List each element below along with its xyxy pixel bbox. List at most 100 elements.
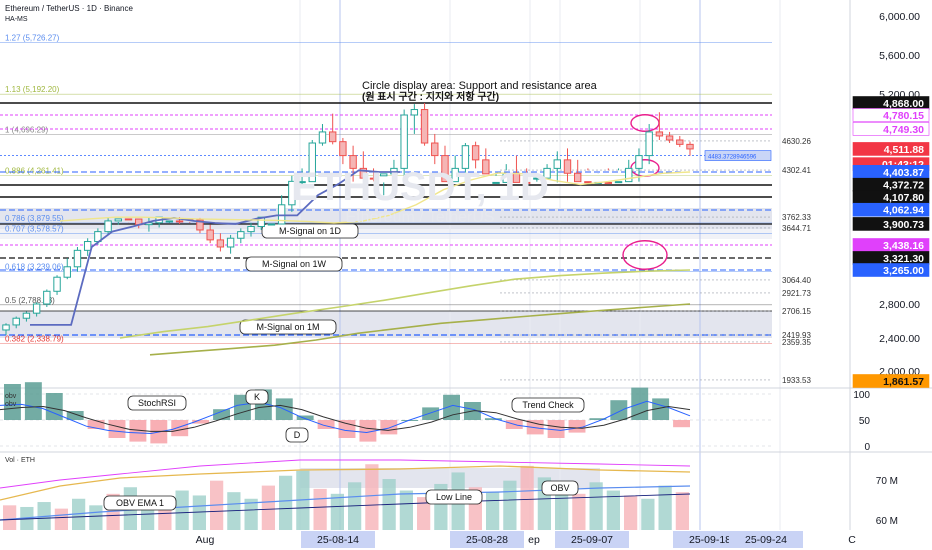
candle-59	[604, 168, 613, 184]
candle-body	[175, 220, 184, 223]
callout-trend-check-box	[511, 397, 585, 413]
price-tag-0: 4,868.00	[852, 96, 930, 110]
candle-35	[359, 151, 368, 179]
header-symbol[interactable]: Ethereum / TetherUS · 1D · Binance	[5, 4, 133, 13]
candle-45	[461, 143, 470, 182]
time-axis[interactable]: Aug 25-08-14 25-08-28 ep 25-09-07 25-09-18 25-…	[0, 531, 932, 550]
osc-legend-2: obv	[5, 401, 17, 408]
osc-hist-14	[296, 415, 314, 420]
candle-3	[32, 302, 41, 317]
osc-hist-27	[568, 420, 586, 433]
fib-label-0: 1.27 (5,726.27)	[5, 34, 60, 43]
candle-65	[665, 131, 674, 144]
candle-body	[318, 131, 327, 144]
vol-bar-33	[572, 493, 586, 530]
price-tag-6: 4,372.72	[852, 177, 930, 192]
sr-circle-1	[630, 159, 660, 177]
vol-bar-19	[330, 493, 344, 530]
candle-body	[63, 266, 71, 278]
header-indicator[interactable]: HA-MS	[5, 16, 28, 23]
current-price-text: 4483.3728946596	[708, 155, 757, 161]
candle-body	[298, 181, 306, 184]
volume-pane: Vol · ETH OBV EMA 1 Low Line OBV	[0, 457, 691, 530]
x-label-1: 25-08-14	[317, 534, 359, 546]
candle-66	[676, 135, 684, 148]
callout-low-line-text: Low Line	[436, 492, 472, 502]
candle-body	[604, 181, 613, 184]
candle-body	[267, 223, 276, 226]
low-line	[0, 485, 691, 521]
candle-body	[206, 229, 214, 241]
price-tag-8: 4,062.94	[852, 202, 930, 217]
candle-body	[492, 181, 500, 184]
level-label-2: 3762.33	[782, 213, 811, 222]
candle-body	[553, 159, 561, 169]
osc-legend: obv	[5, 393, 17, 400]
callout-d-box	[285, 427, 309, 443]
price-tag-text: 3,438.16	[883, 240, 924, 252]
watermark-name: Ethereum / TetherUS	[345, 209, 494, 226]
osc-hist-17	[359, 420, 377, 442]
osc-hist-23	[484, 418, 502, 420]
callout-k: K	[245, 389, 269, 405]
candle-body	[196, 219, 204, 231]
callout-m-signal-1d-text: M-Signal on 1D	[279, 226, 342, 236]
sr-circle-2	[622, 240, 668, 270]
m-signal-lines	[30, 169, 691, 356]
vol-tick-0: 70 M	[876, 476, 898, 487]
callout-m-signal-1w-text: M-Signal on 1W	[262, 259, 327, 269]
vol-tick-1: 60 M	[876, 516, 898, 527]
candle-1	[12, 316, 20, 329]
vol-bar-34	[589, 482, 603, 530]
price-tag-bg	[852, 217, 930, 231]
callout-obv-ema-box	[103, 495, 177, 511]
candle-body	[22, 312, 31, 319]
candle-16	[165, 220, 174, 223]
price-axis[interactable]: 6,000.005,600.005,200.002,800.002,400.00…	[772, 0, 932, 550]
vol-bar-29	[503, 480, 517, 530]
price-tag-text: 3,265.00	[883, 265, 924, 277]
candle-body	[482, 159, 490, 175]
price-tag-10: 3,438.16	[852, 238, 930, 252]
candle-body	[574, 172, 582, 183]
level-label-8: 2359.35	[782, 338, 811, 347]
x-label-bg-6	[729, 531, 803, 548]
candle-42	[431, 133, 439, 165]
vol-bar-15	[261, 485, 275, 530]
candle-39	[400, 109, 408, 182]
band-light	[0, 229, 772, 239]
price-tag-bg	[852, 122, 930, 136]
candle-55	[563, 148, 572, 182]
candle-body	[625, 167, 633, 183]
level-label-1: 4302.41	[782, 166, 811, 175]
callout-obv: OBV	[541, 480, 579, 496]
candle-body	[686, 143, 694, 150]
candle-body	[563, 159, 572, 174]
candle-41	[420, 103, 429, 146]
callout-low-line-box	[425, 489, 483, 505]
candle-body	[216, 239, 225, 248]
candle-body	[410, 109, 419, 116]
candle-37	[380, 173, 388, 196]
stoch-d-line	[0, 404, 691, 432]
x-label-0: Aug	[196, 534, 215, 546]
m-signal-1w-line	[119, 269, 691, 339]
candle-body	[380, 173, 388, 177]
vol-bar-0	[3, 505, 17, 530]
candle-27	[277, 195, 286, 225]
vol-bar-36	[624, 495, 638, 530]
vol-bar-32	[555, 488, 569, 530]
vol-bar-16	[279, 475, 293, 530]
obv-ema-line	[0, 459, 691, 489]
callout-d: D	[285, 427, 309, 443]
osc-hist-18	[380, 420, 398, 435]
callout-obv-text: OBV	[550, 483, 569, 493]
osc-hist-2	[45, 393, 63, 420]
osc-hist-26	[547, 420, 565, 438]
callout-low-line: Low Line	[425, 489, 483, 505]
vol-bar-21	[365, 464, 379, 530]
candle-body	[288, 180, 296, 206]
candle-31	[318, 124, 327, 146]
level-label-0: 4630.26	[782, 137, 811, 146]
